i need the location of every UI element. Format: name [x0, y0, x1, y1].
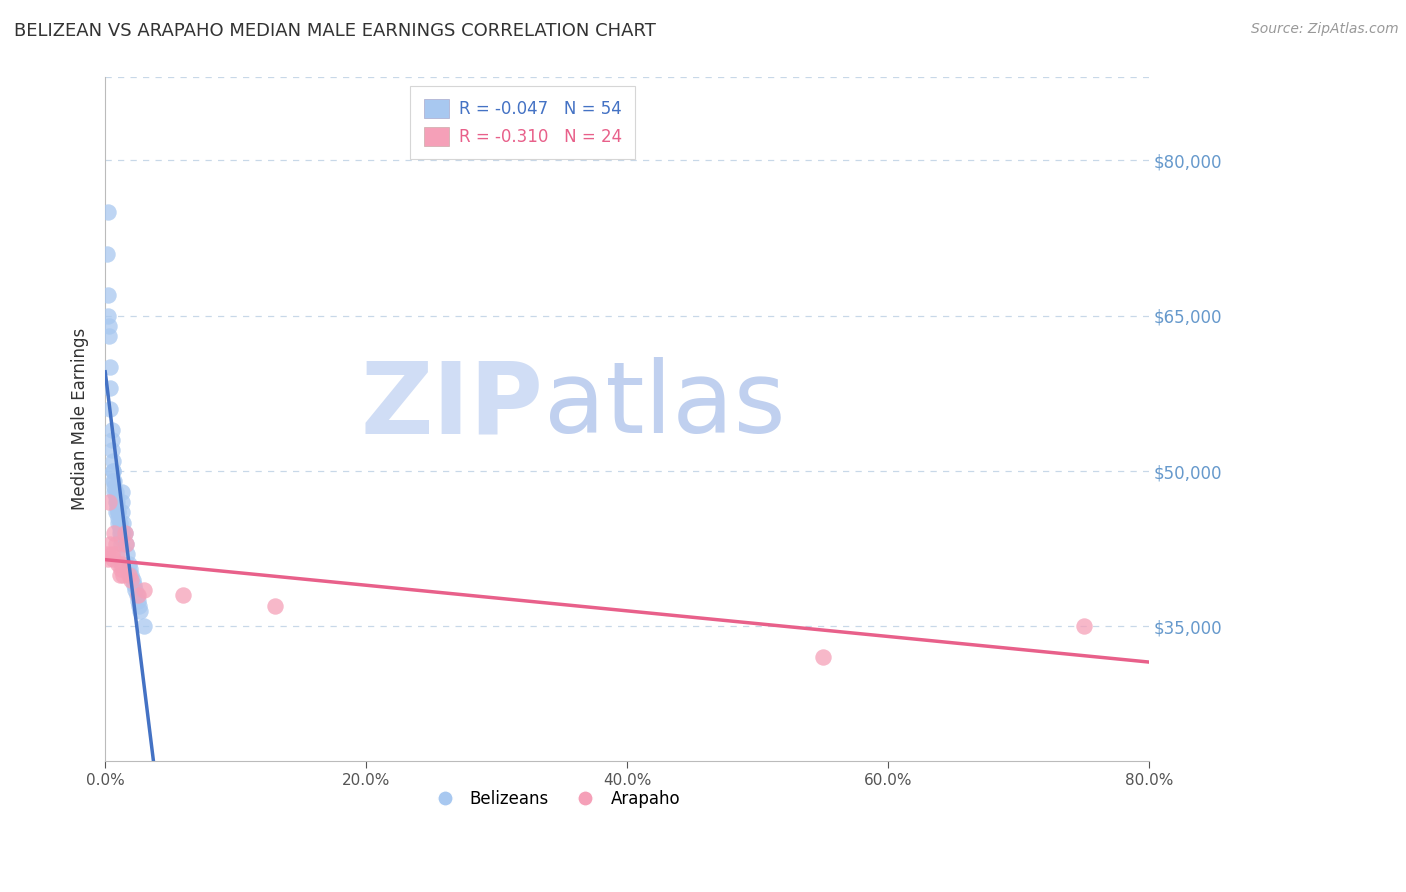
Point: [104, 484, 127, 499]
Point: [107, 558, 129, 572]
Point: [107, 506, 129, 520]
Text: atlas: atlas: [544, 357, 785, 454]
Point: [107, 516, 129, 530]
Point: [115, 536, 138, 550]
Text: ZIP: ZIP: [361, 357, 544, 454]
Point: [111, 558, 134, 572]
Point: [97, 288, 120, 302]
Y-axis label: Median Male Earnings: Median Male Earnings: [72, 328, 89, 510]
Point: [104, 495, 127, 509]
Point: [100, 401, 122, 416]
Point: [114, 526, 136, 541]
Point: [100, 547, 122, 561]
Point: [100, 443, 122, 458]
Point: [100, 536, 122, 550]
Point: [111, 506, 134, 520]
Point: [112, 526, 135, 541]
Point: [100, 360, 122, 375]
Point: [101, 464, 124, 478]
Point: [118, 562, 141, 576]
Point: [134, 583, 156, 598]
Point: [104, 506, 127, 520]
Point: [103, 484, 125, 499]
Point: [101, 464, 124, 478]
Point: [98, 329, 121, 343]
Point: [108, 567, 131, 582]
Point: [101, 552, 124, 566]
Point: [100, 423, 122, 437]
Point: [105, 547, 128, 561]
Text: Source: ZipAtlas.com: Source: ZipAtlas.com: [1251, 22, 1399, 37]
Point: [127, 588, 149, 602]
Point: [98, 319, 121, 334]
Point: [125, 588, 148, 602]
Point: [124, 583, 146, 598]
Point: [110, 562, 132, 576]
Point: [97, 309, 120, 323]
Point: [108, 516, 131, 530]
Point: [118, 567, 141, 582]
Point: [103, 480, 125, 494]
Point: [120, 573, 142, 587]
Point: [263, 599, 285, 613]
Point: [117, 547, 139, 561]
Point: [108, 521, 131, 535]
Point: [96, 547, 118, 561]
Point: [97, 205, 120, 219]
Point: [1073, 619, 1095, 633]
Point: [121, 573, 143, 587]
Point: [172, 588, 194, 602]
Legend: Belizeans, Arapaho: Belizeans, Arapaho: [422, 783, 686, 814]
Point: [96, 246, 118, 260]
Point: [108, 526, 131, 541]
Point: [105, 495, 128, 509]
Text: BELIZEAN VS ARAPAHO MEDIAN MALE EARNINGS CORRELATION CHART: BELIZEAN VS ARAPAHO MEDIAN MALE EARNINGS…: [14, 22, 657, 40]
Point: [114, 526, 136, 541]
Point: [104, 536, 127, 550]
Point: [115, 536, 138, 550]
Point: [127, 593, 149, 607]
Point: [122, 578, 145, 592]
Point: [112, 567, 135, 582]
Point: [101, 453, 124, 467]
Point: [101, 475, 124, 489]
Point: [105, 500, 128, 515]
Point: [103, 526, 125, 541]
Point: [98, 495, 121, 509]
Point: [111, 484, 134, 499]
Point: [112, 516, 135, 530]
Point: [100, 381, 122, 395]
Point: [107, 510, 129, 524]
Point: [120, 567, 142, 582]
Point: [134, 619, 156, 633]
Point: [110, 536, 132, 550]
Point: [811, 650, 834, 665]
Point: [129, 604, 152, 618]
Point: [110, 532, 132, 546]
Point: [103, 475, 125, 489]
Point: [128, 599, 150, 613]
Point: [104, 490, 127, 504]
Point: [107, 506, 129, 520]
Point: [118, 558, 141, 572]
Point: [97, 552, 120, 566]
Point: [100, 433, 122, 447]
Point: [111, 495, 134, 509]
Point: [110, 526, 132, 541]
